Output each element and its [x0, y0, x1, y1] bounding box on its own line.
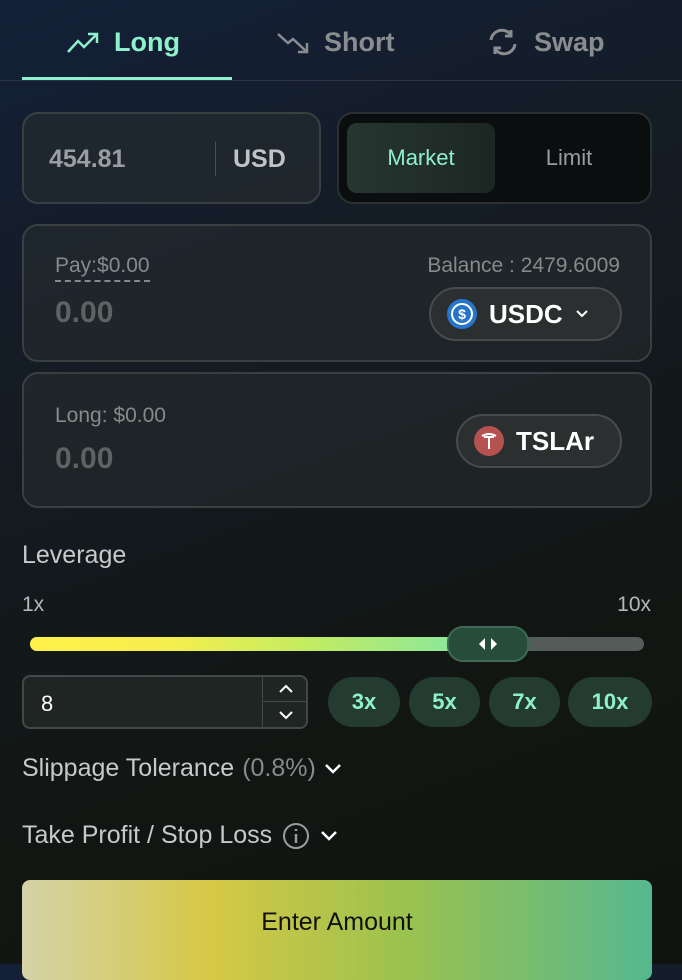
divider [0, 80, 682, 81]
pay-panel: Pay:$0.00 Balance : 2479.6009 0.00 $ USD… [22, 224, 652, 362]
tab-swap[interactable]: Swap [486, 22, 605, 62]
balance-label: Balance : 2479.6009 [427, 254, 620, 277]
tab-label: Short [324, 26, 395, 57]
trending-down-icon [277, 33, 309, 54]
chevron-down-icon [575, 310, 588, 318]
tab-long[interactable]: Long [66, 22, 180, 62]
long-panel: Long: $0.00 0.00 TSLAr [22, 372, 652, 508]
separator [215, 142, 216, 176]
order-type-limit[interactable]: Limit [545, 145, 593, 170]
chevron-down-icon [324, 763, 341, 774]
price-value: 454.81 [49, 145, 126, 173]
leverage-min-label: 1x [22, 593, 45, 616]
leverage-max-label: 10x [617, 593, 651, 616]
submit-label: Enter Amount [261, 908, 413, 936]
tab-label: Swap [534, 26, 605, 57]
leverage-slider[interactable] [30, 626, 644, 662]
separator [262, 677, 263, 727]
refresh-icon [489, 28, 517, 56]
chevron-down-icon [321, 830, 338, 841]
price-input[interactable]: 454.81 USD [22, 112, 321, 204]
long-token[interactable]: TSLAr [456, 414, 622, 468]
leverage-preset-10x[interactable]: 10x [568, 677, 652, 727]
pay-token-select[interactable]: $ USDC [429, 287, 622, 341]
tab-label: Long [114, 26, 180, 57]
leverage-preset-5x[interactable]: 5x [409, 677, 480, 727]
tpsl-toggle[interactable]: Take Profit / Stop Loss [22, 821, 338, 850]
slider-fill [30, 637, 489, 651]
trending-up-icon [67, 32, 99, 53]
active-tab-indicator [22, 77, 232, 80]
drag-handle-icon [479, 638, 498, 650]
chevron-down-icon [278, 710, 293, 719]
order-type-market[interactable]: Market [347, 123, 495, 193]
increment-button[interactable] [263, 677, 308, 702]
slider-thumb[interactable] [447, 626, 530, 662]
price-unit: USD [233, 145, 286, 173]
order-type-toggle: Market Limit [337, 112, 652, 204]
tab-short[interactable]: Short [276, 22, 395, 62]
svg-text:$: $ [458, 306, 466, 322]
token-label: TSLAr [516, 425, 594, 456]
slippage-label: Slippage Tolerance [22, 754, 235, 782]
long-amount-input[interactable]: 0.00 [55, 442, 114, 475]
info-icon[interactable] [282, 822, 310, 850]
pay-amount-input[interactable]: 0.00 [55, 296, 114, 329]
pay-label[interactable]: Pay:$0.00 [55, 254, 150, 282]
long-label: Long: $0.00 [55, 404, 166, 427]
usdc-icon: $ [447, 299, 477, 329]
leverage-preset-7x[interactable]: 7x [489, 677, 560, 727]
tpsl-label: Take Profit / Stop Loss [22, 821, 273, 849]
chevron-up-icon [278, 684, 293, 693]
leverage-value: 8 [41, 691, 54, 716]
decrement-button[interactable] [263, 702, 308, 727]
enter-amount-button[interactable]: Enter Amount [22, 880, 652, 980]
slippage-toggle[interactable]: Slippage Tolerance (0.8%) [22, 754, 342, 783]
token-label: USDC [489, 298, 563, 329]
leverage-preset-3x[interactable]: 3x [328, 677, 400, 727]
leverage-input[interactable]: 8 [22, 675, 308, 729]
slippage-value: (0.8%) [242, 754, 316, 782]
tesla-icon [474, 426, 504, 456]
leverage-title: Leverage [22, 541, 127, 569]
